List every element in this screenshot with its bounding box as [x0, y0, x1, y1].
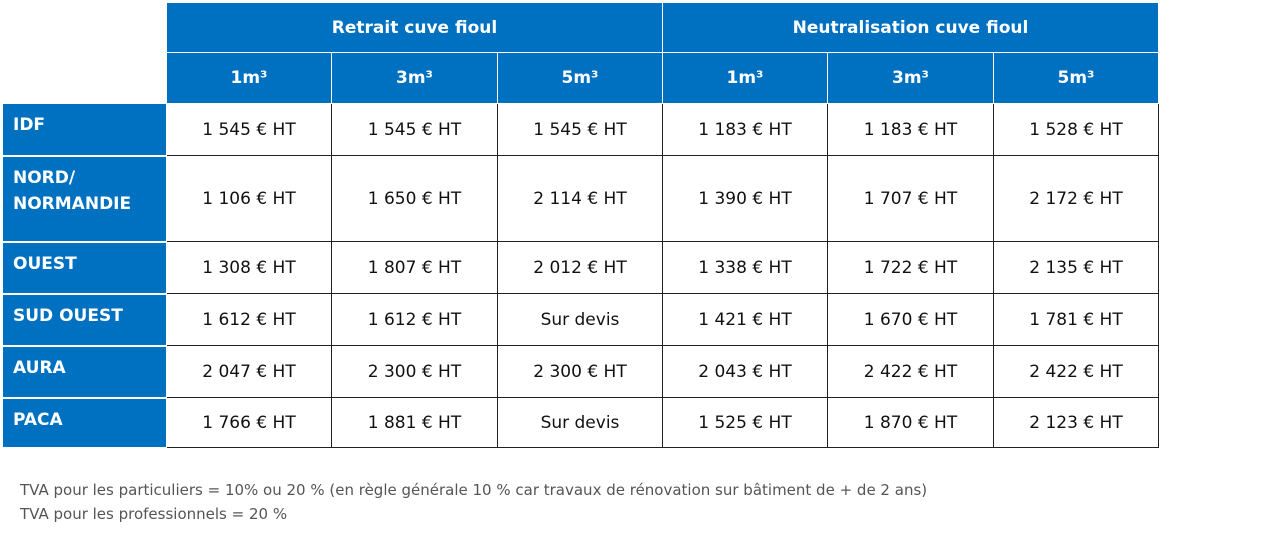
size-header: 5m³ — [993, 52, 1159, 104]
region-label: PACA — [2, 397, 167, 449]
region-label: NORD/ NORMANDIE — [2, 155, 167, 243]
region-label: SUD OUEST — [2, 293, 167, 347]
region-label: AURA — [2, 345, 167, 399]
price-cell: 1 612 € HT — [331, 293, 498, 346]
price-cell: 1 525 € HT — [662, 397, 828, 448]
price-cell: 1 545 € HT — [166, 103, 332, 156]
price-cell: 2 172 € HT — [993, 155, 1159, 242]
price-cell: 1 183 € HT — [827, 103, 994, 156]
price-cell: 1 870 € HT — [827, 397, 994, 448]
price-cell: 1 612 € HT — [166, 293, 332, 346]
table-row: PACA 1 766 € HT 1 881 € HT Sur devis 1 525 €… — [2, 397, 1159, 449]
price-cell: 2 422 € HT — [827, 345, 994, 398]
region-label: OUEST — [2, 241, 167, 295]
price-cell: Sur devis — [497, 293, 663, 346]
table-row: SUD OUEST 1 612 € HT 1 612 € HT Sur devis 1 … — [2, 293, 1159, 347]
price-cell: 1 421 € HT — [662, 293, 828, 346]
price-cell: 1 881 € HT — [331, 397, 498, 448]
size-header: 5m³ — [497, 52, 663, 104]
price-cell: 1 528 € HT — [993, 103, 1159, 156]
price-table: Retrait cuve fioul Neutralisation cuve fi… — [2, 2, 1159, 449]
price-cell: 1 308 € HT — [166, 241, 332, 294]
price-cell: 2 300 € HT — [497, 345, 663, 398]
price-cell: 2 300 € HT — [331, 345, 498, 398]
price-cell: 1 670 € HT — [827, 293, 994, 346]
price-cell: 1 707 € HT — [827, 155, 994, 242]
notes: TVA pour les particuliers = 10% ou 20 % … — [20, 478, 927, 526]
corner — [2, 52, 167, 104]
price-cell: 1 183 € HT — [662, 103, 828, 156]
price-cell: 1 545 € HT — [331, 103, 498, 156]
price-cell: 1 390 € HT — [662, 155, 828, 242]
group-header: Neutralisation cuve fioul — [662, 2, 1159, 53]
price-cell: 2 012 € HT — [497, 241, 663, 294]
price-cell: 2 114 € HT — [497, 155, 663, 242]
size-header: 3m³ — [827, 52, 994, 104]
price-cell: Sur devis — [497, 397, 663, 448]
group-header: Retrait cuve fioul — [166, 2, 663, 53]
size-header: 1m³ — [662, 52, 828, 104]
table-row: IDF 1 545 € HT 1 545 € HT 1 545 € HT 1 183 €… — [2, 103, 1159, 157]
table-row: AURA 2 047 € HT 2 300 € HT 2 300 € HT 2 043 … — [2, 345, 1159, 399]
note-line: TVA pour les professionnels = 20 % — [20, 505, 288, 523]
price-cell: 1 338 € HT — [662, 241, 828, 294]
price-cell: 2 123 € HT — [993, 397, 1159, 448]
price-cell: 2 047 € HT — [166, 345, 332, 398]
price-cell: 2 043 € HT — [662, 345, 828, 398]
price-cell: 1 545 € HT — [497, 103, 663, 156]
price-cell: 1 722 € HT — [827, 241, 994, 294]
corner — [2, 2, 167, 53]
size-header: 3m³ — [331, 52, 498, 104]
price-cell: 1 781 € HT — [993, 293, 1159, 346]
note-line: TVA pour les particuliers = 10% ou 20 % … — [20, 481, 928, 499]
price-cell: 2 135 € HT — [993, 241, 1159, 294]
table-row: NORD/ NORMANDIE 1 106 € HT 1 650 € HT 2 114… — [2, 155, 1159, 243]
price-cell: 1 650 € HT — [331, 155, 498, 242]
price-cell: 1 766 € HT — [166, 397, 332, 448]
region-label: IDF — [2, 103, 167, 157]
price-cell: 2 422 € HT — [993, 345, 1159, 398]
price-cell: 1 106 € HT — [166, 155, 332, 242]
size-header: 1m³ — [166, 52, 332, 104]
table-row: OUEST 1 308 € HT 1 807 € HT 2 012 € HT 1 338… — [2, 241, 1159, 295]
price-cell: 1 807 € HT — [331, 241, 498, 294]
